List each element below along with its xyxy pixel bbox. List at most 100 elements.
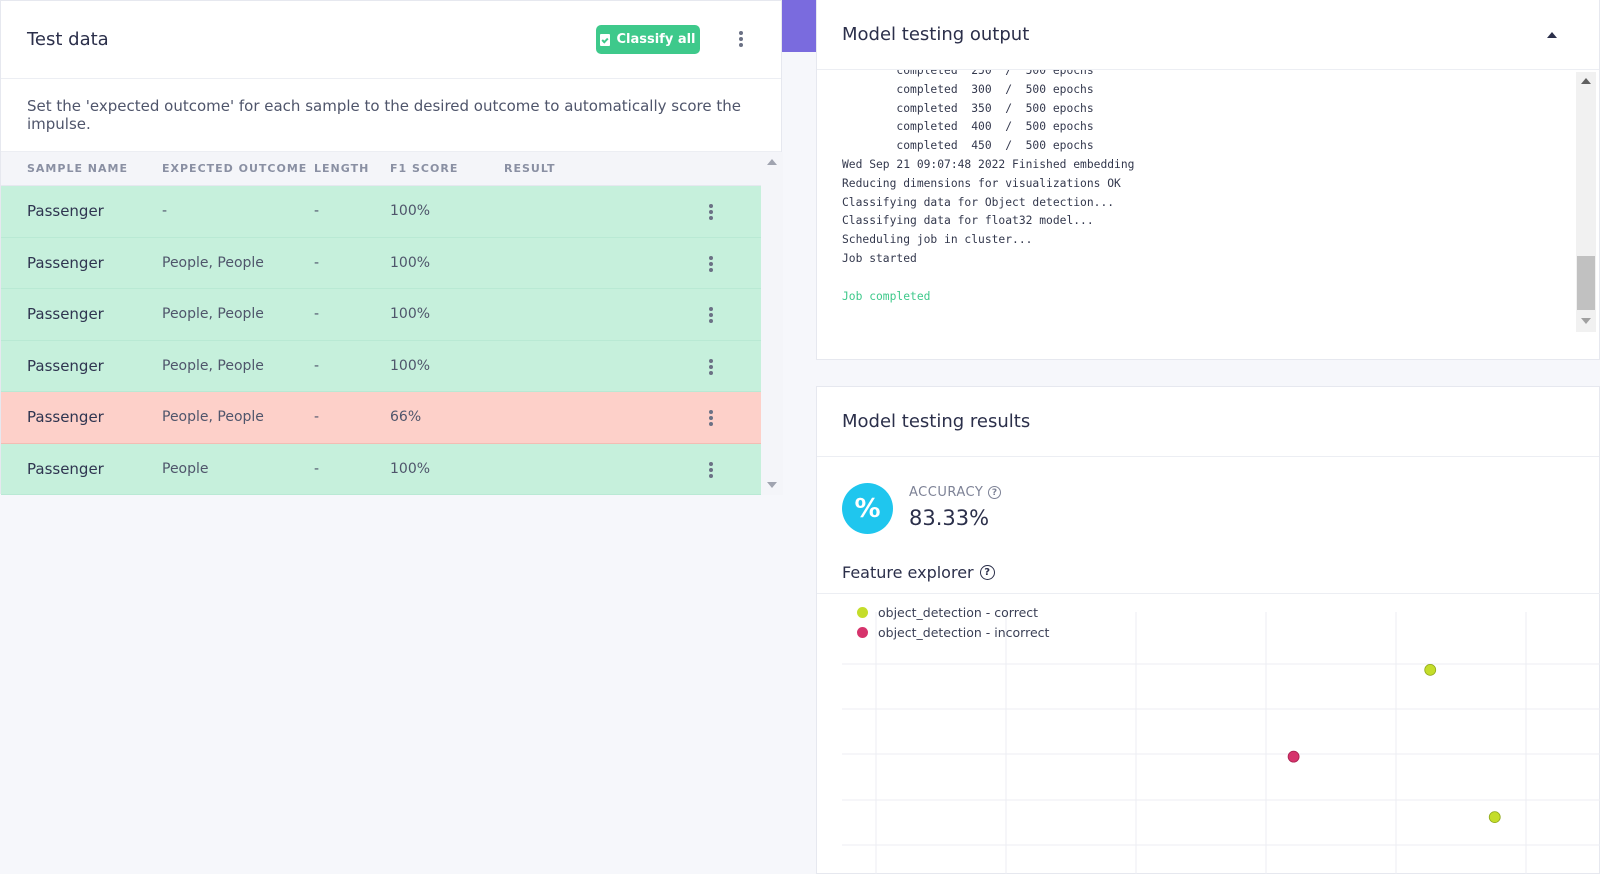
- log-line: completed 300 / 500 epochs: [842, 82, 1094, 96]
- clipboard-check-icon: [600, 33, 611, 46]
- legend-label: object_detection - correct: [878, 604, 1039, 620]
- col-f1-score[interactable]: F1 SCORE: [390, 162, 459, 175]
- sample-name[interactable]: Passenger: [27, 459, 104, 478]
- expected-outcome: People, People: [162, 409, 264, 426]
- scatter-plot[interactable]: [817, 594, 1600, 874]
- results-title: Model testing results: [842, 411, 1031, 432]
- collapse-caret-icon[interactable]: [1547, 32, 1557, 38]
- length: -: [314, 409, 320, 426]
- sample-name[interactable]: Passenger: [27, 202, 104, 221]
- model-testing-output-panel: Model testing output completed 250 / 500…: [816, 0, 1600, 360]
- f1-score: 100%: [390, 306, 431, 323]
- results-header: Model testing results: [817, 387, 1599, 457]
- log-line: completed 400 / 500 epochs: [842, 120, 1094, 134]
- scroll-down-icon[interactable]: [767, 482, 777, 488]
- length: -: [314, 254, 320, 271]
- row-menu-icon[interactable]: [704, 254, 718, 274]
- row-menu-icon[interactable]: [704, 305, 718, 325]
- expected-outcome: People, People: [162, 357, 264, 374]
- divider: [817, 593, 1600, 594]
- scroll-up-icon[interactable]: [767, 159, 777, 165]
- length: -: [314, 460, 320, 477]
- expected-outcome: People, People: [162, 254, 264, 271]
- col-expected-outcome[interactable]: EXPECTED OUTCOME: [162, 162, 308, 175]
- legend-item[interactable]: object_detection - correct: [857, 602, 1049, 622]
- f1-score: 66%: [390, 409, 422, 426]
- f1-score: 100%: [390, 254, 431, 271]
- row-menu-icon[interactable]: [704, 408, 718, 428]
- test-data-table: SAMPLE NAME EXPECTED OUTCOME LENGTH F1 S…: [1, 152, 761, 495]
- accuracy-label: ACCURACY: [909, 485, 984, 500]
- test-data-title: Test data: [27, 29, 109, 50]
- sample-name[interactable]: Passenger: [27, 408, 104, 427]
- scroll-down-icon[interactable]: [1581, 318, 1591, 324]
- job-completed-line: Job completed: [842, 289, 931, 303]
- test-data-header: Test data Classify all: [1, 1, 781, 79]
- feature-explorer-help-icon[interactable]: ?: [979, 565, 995, 580]
- row-menu-icon[interactable]: [704, 202, 718, 222]
- f1-score: 100%: [390, 203, 431, 220]
- feature-explorer-label: Feature explorer: [842, 563, 974, 582]
- length: -: [314, 306, 320, 323]
- col-length[interactable]: LENGTH: [314, 162, 370, 175]
- sample-name[interactable]: Passenger: [27, 305, 104, 324]
- legend-dot: [857, 626, 868, 638]
- table-row[interactable]: Passenger People, People - 100%: [1, 289, 761, 341]
- table-row[interactable]: Passenger People, People - 100%: [1, 340, 761, 392]
- accuracy-value: 83.33%: [909, 506, 990, 530]
- legend-item[interactable]: object_detection - incorrect: [857, 622, 1049, 642]
- classify-all-button[interactable]: Classify all: [596, 25, 700, 54]
- row-menu-icon[interactable]: [704, 460, 718, 480]
- accuracy-help-icon[interactable]: ?: [988, 486, 1002, 499]
- sample-name[interactable]: Passenger: [27, 356, 104, 375]
- log-line: Job started: [842, 251, 917, 265]
- log-line: Reducing dimensions for visualizations O…: [842, 176, 1121, 190]
- table-row[interactable]: Passenger People - 100%: [1, 443, 761, 495]
- output-log: completed 250 / 500 epochs completed 300…: [842, 70, 1562, 332]
- length: -: [314, 357, 320, 374]
- test-data-panel: Test data Classify all Set the 'expected…: [0, 0, 783, 495]
- classify-all-label: Classify all: [616, 32, 696, 47]
- log-line: Classifying data for float32 model...: [842, 214, 1094, 228]
- table-header: SAMPLE NAME EXPECTED OUTCOME LENGTH F1 S…: [1, 152, 761, 186]
- data-point-correct[interactable]: [1424, 663, 1437, 676]
- output-title: Model testing output: [842, 24, 1030, 45]
- expected-outcome: People, People: [162, 306, 264, 323]
- table-row[interactable]: Passenger People, People - 66%: [1, 392, 761, 444]
- log-line: completed 250 / 500 epochs: [842, 70, 1094, 77]
- chart-legend: object_detection - correct object_detecti…: [857, 602, 1049, 642]
- table-scrollbar[interactable]: [761, 152, 783, 495]
- table-row[interactable]: Passenger - - 100%: [1, 186, 761, 238]
- scroll-thumb[interactable]: [1577, 256, 1595, 310]
- f1-score: 100%: [390, 357, 431, 374]
- expected-outcome: -: [162, 203, 168, 220]
- scroll-up-icon[interactable]: [1581, 78, 1591, 84]
- log-line: completed 350 / 500 epochs: [842, 101, 1094, 115]
- test-data-menu-icon[interactable]: [734, 29, 748, 49]
- log-line: Wed Sep 21 09:07:48 2022 Finished embedd…: [842, 157, 1135, 171]
- output-scrollbar[interactable]: [1576, 72, 1596, 332]
- sample-name[interactable]: Passenger: [27, 253, 104, 272]
- feature-explorer-chart[interactable]: object_detection - correct object_detecti…: [817, 594, 1600, 874]
- legend-label: object_detection - incorrect: [878, 624, 1050, 640]
- log-line: completed 450 / 500 epochs: [842, 139, 1094, 153]
- table-row[interactable]: Passenger People, People - 100%: [1, 237, 761, 289]
- data-point-correct[interactable]: [1488, 811, 1501, 824]
- log-line: [842, 269, 1562, 288]
- percent-icon: %: [842, 483, 893, 534]
- data-point-incorrect[interactable]: [1287, 750, 1300, 763]
- col-result[interactable]: RESULT: [504, 162, 556, 175]
- length: -: [314, 203, 320, 220]
- table-body: Passenger - - 100% Passenger People, People - 1…: [1, 186, 761, 495]
- test-data-description: Set the 'expected outcome' for each samp…: [1, 79, 781, 152]
- output-header[interactable]: Model testing output: [817, 0, 1599, 70]
- log-line: Scheduling job in cluster...: [842, 233, 1033, 247]
- expected-outcome: People: [162, 460, 209, 477]
- row-menu-icon[interactable]: [704, 357, 718, 377]
- model-testing-results-panel: Model testing results % ACCURACY ? 83.33…: [816, 386, 1600, 874]
- feature-explorer-title-row: Feature explorer ?: [842, 563, 995, 582]
- col-sample-name[interactable]: SAMPLE NAME: [27, 162, 128, 175]
- legend-dot: [857, 606, 868, 618]
- log-line: Classifying data for Object detection...: [842, 195, 1115, 209]
- accuracy-label-row: ACCURACY ?: [909, 485, 1002, 500]
